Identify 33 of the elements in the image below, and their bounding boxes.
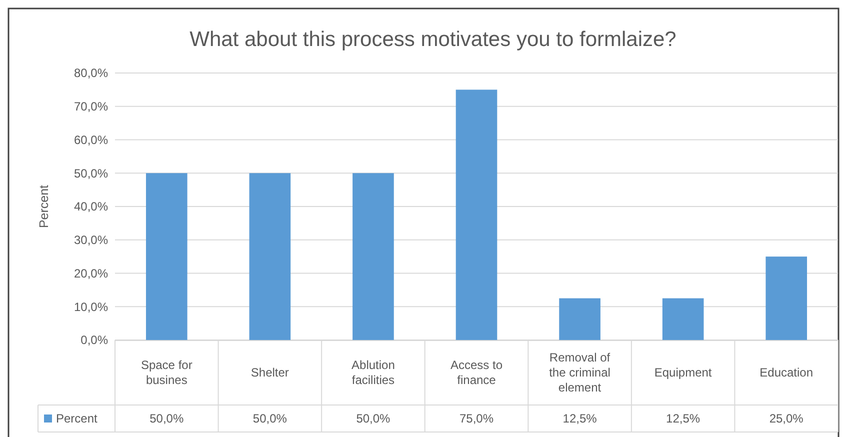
x-tick-label: Access to finance: [450, 358, 503, 388]
bar: [456, 90, 498, 340]
data-label: 12,5%: [666, 412, 700, 426]
legend-label: Percent: [56, 412, 98, 426]
x-tick-label: Shelter: [250, 366, 289, 380]
data-label: 50,0%: [356, 412, 391, 426]
y-tick-label: 10,0%: [74, 300, 108, 314]
x-tick-label: Ablution facilities: [352, 358, 395, 388]
y-tick-label: 60,0%: [74, 132, 108, 147]
y-tick-label: 30,0%: [74, 233, 108, 248]
x-tick-label: Space for busines: [140, 358, 192, 388]
x-tick-label: Education: [760, 366, 814, 380]
data-label: 75,0%: [459, 412, 494, 426]
data-label: 50,0%: [252, 412, 288, 426]
data-label: 50,0%: [150, 412, 184, 426]
y-tick-label: 40,0%: [74, 200, 108, 214]
bar: [146, 173, 188, 340]
y-tick-label: 50,0%: [74, 166, 108, 180]
data-label: 12,5%: [562, 412, 598, 426]
bar: [662, 298, 704, 340]
y-tick-label: 20,0%: [74, 266, 108, 280]
y-tick-label: 80,0%: [74, 66, 108, 80]
x-tick-label: Removal of the criminal element: [549, 350, 611, 395]
bar: [766, 256, 808, 340]
y-tick-label: 70,0%: [74, 100, 108, 114]
x-tick-label: Equipment: [654, 366, 712, 380]
y-axis-title: Percent: [37, 184, 51, 228]
y-tick-label: 0,0%: [80, 333, 108, 348]
bar: [249, 173, 291, 340]
bar: [559, 298, 600, 340]
bar: [352, 173, 394, 340]
chart-title: What about this process motivates you to formlaize?: [190, 28, 676, 51]
data-label: 25,0%: [769, 412, 804, 426]
